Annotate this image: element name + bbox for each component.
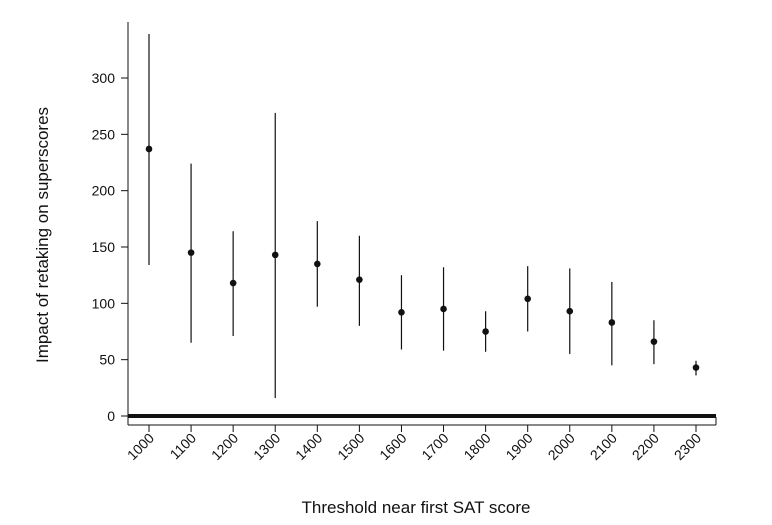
data-point: [398, 309, 405, 316]
y-tick-label: 200: [92, 183, 116, 199]
data-point: [608, 319, 616, 326]
x-tick-label: 1100: [167, 430, 200, 463]
data-point: [566, 307, 574, 315]
y-tick-label: 250: [92, 126, 116, 142]
data-point: [271, 251, 279, 259]
y-tick-label: 100: [92, 295, 116, 311]
x-tick-label: 1300: [250, 430, 283, 463]
x-tick-label: 2000: [545, 430, 578, 463]
marks: [128, 34, 716, 418]
x-tick-label: 2200: [629, 430, 662, 463]
data-point: [440, 305, 447, 313]
x-tick-label: 1000: [124, 430, 157, 463]
x-tick-label: 2100: [587, 430, 620, 463]
y-tick-label: 300: [92, 70, 116, 86]
data-point: [650, 338, 658, 345]
x-tick-label: 1700: [418, 430, 451, 463]
data-point: [314, 260, 321, 268]
x-tick-label: 1200: [208, 430, 241, 463]
y-tick-label: 0: [107, 408, 115, 424]
x-tick-label: 1500: [334, 430, 367, 463]
data-point: [229, 279, 237, 287]
y-axis-label: Impact of retaking on superscores: [33, 107, 52, 363]
x-tick-label: 1600: [376, 430, 409, 463]
data-point: [482, 328, 489, 335]
data-point: [187, 249, 195, 256]
data-point: [692, 364, 700, 371]
y-tick-label: 50: [99, 352, 115, 368]
x-tick-label: 1900: [502, 430, 535, 463]
y-tick-label: 150: [92, 239, 116, 255]
axes: 0 50 100 150 200 250 300 1000 1100 1200 1300 1400 15…: [92, 22, 717, 463]
data-point: [145, 145, 153, 153]
data-point: [524, 295, 531, 303]
x-tick-label: 1800: [460, 430, 493, 463]
x-tick-label: 1400: [292, 430, 325, 463]
data-point: [356, 276, 363, 283]
x-axis-label: Threshold near first SAT score: [302, 498, 531, 517]
x-tick-label: 2300: [671, 430, 704, 463]
